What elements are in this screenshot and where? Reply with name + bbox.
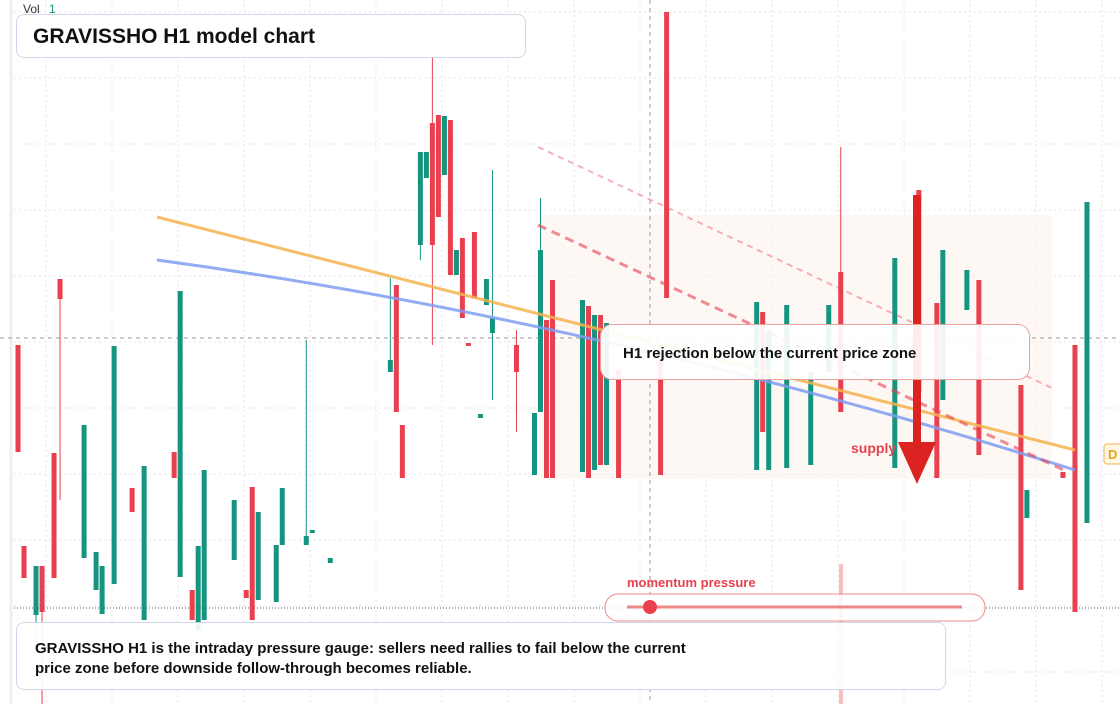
candle-body bbox=[39, 566, 45, 612]
candle-body bbox=[57, 279, 63, 299]
candle-body bbox=[387, 360, 393, 372]
caption: GRAVISSHO H1 is the intraday pressure ga… bbox=[16, 622, 946, 690]
candle-body bbox=[616, 370, 622, 478]
candle-body bbox=[483, 279, 489, 305]
candle-body bbox=[429, 123, 435, 245]
candle-body bbox=[189, 590, 195, 620]
candle-body bbox=[393, 285, 399, 412]
candle-body bbox=[1060, 472, 1066, 478]
caption-text: GRAVISSHO H1 is the intraday pressure ga… bbox=[35, 640, 686, 677]
candle-body bbox=[423, 152, 429, 178]
candle-body bbox=[435, 115, 441, 217]
candle-body bbox=[231, 500, 237, 560]
candle-body bbox=[93, 552, 99, 590]
candle-body bbox=[465, 343, 471, 346]
candle-body bbox=[441, 116, 447, 175]
candle-body bbox=[99, 566, 105, 614]
candle-body bbox=[279, 488, 285, 545]
candle-body bbox=[141, 466, 147, 620]
chart-title: GRAVISSHO H1 model chart bbox=[16, 14, 526, 58]
candle-body bbox=[417, 152, 423, 245]
arrow-head bbox=[898, 442, 936, 484]
candle-body bbox=[592, 315, 598, 470]
candle-body bbox=[243, 590, 249, 598]
candle-body bbox=[549, 280, 555, 478]
callout: H1 rejection below the current price zon… bbox=[600, 324, 1030, 380]
candle-body bbox=[201, 470, 207, 620]
candle-body bbox=[664, 12, 670, 298]
candle-body bbox=[255, 512, 261, 600]
candle-body bbox=[447, 120, 453, 275]
candle-body bbox=[513, 345, 519, 372]
edge-tag: D bbox=[1108, 447, 1117, 462]
candle-body bbox=[33, 566, 39, 615]
candle-body bbox=[658, 360, 664, 475]
candle-body bbox=[537, 250, 543, 412]
candle-body bbox=[808, 372, 814, 465]
candle-body bbox=[598, 315, 604, 465]
candle-body bbox=[580, 300, 586, 472]
zone-label: supply bbox=[851, 440, 896, 456]
candle-body bbox=[471, 232, 477, 298]
slider-knob[interactable] bbox=[643, 600, 657, 614]
candle-body bbox=[459, 238, 465, 318]
candle-body bbox=[754, 302, 760, 470]
candle-body bbox=[477, 414, 483, 418]
volume-value: 1 bbox=[49, 2, 56, 16]
candle-body bbox=[964, 270, 970, 310]
candle-body bbox=[303, 536, 309, 545]
edge-tag-box bbox=[1103, 443, 1120, 465]
candle-body bbox=[177, 291, 183, 577]
volume-label: Vol bbox=[23, 2, 40, 16]
slider-label: momentum pressure bbox=[627, 575, 756, 590]
candle-body bbox=[934, 303, 940, 478]
candle-body bbox=[604, 323, 610, 465]
candle-body bbox=[1018, 385, 1024, 590]
candle-body bbox=[543, 320, 549, 478]
candle-body bbox=[1084, 202, 1090, 523]
candle-body bbox=[249, 487, 255, 620]
candle-body bbox=[766, 330, 772, 470]
candle-body bbox=[111, 346, 117, 584]
candle-body bbox=[489, 318, 495, 333]
candle-body bbox=[273, 545, 279, 602]
candle-body bbox=[1072, 345, 1078, 612]
candle-body bbox=[21, 546, 27, 578]
candle-body bbox=[586, 306, 592, 478]
candle-body bbox=[51, 453, 57, 578]
candle-body bbox=[453, 250, 459, 275]
candle-body bbox=[129, 488, 135, 512]
candle-body bbox=[309, 530, 315, 533]
candle-body bbox=[531, 413, 537, 475]
candle-body bbox=[1024, 490, 1030, 518]
candle-body bbox=[171, 452, 177, 478]
candle-body bbox=[399, 425, 405, 478]
candle-body bbox=[327, 558, 333, 563]
candle-body bbox=[81, 425, 87, 558]
candle-body bbox=[15, 345, 21, 452]
candle-body bbox=[195, 546, 201, 630]
